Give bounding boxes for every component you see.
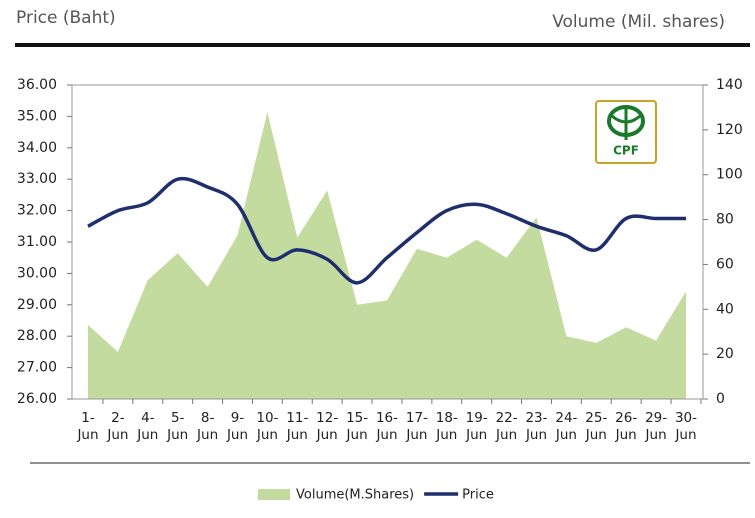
y-tick-label: 36.00 [17,77,57,93]
y2-tick-label: 80 [716,212,734,228]
legend: Volume(M.Shares) Price [258,488,494,503]
x-tick-label: 10- Jun [256,410,279,443]
x-tick-label: 22- Jun [495,410,518,443]
y2-tick-label: 120 [716,122,743,138]
x-tick-label: 25- Jun [585,410,608,443]
x-tick-label: 2- Jun [107,410,129,443]
logo: CPF [595,100,657,164]
y-tick-label: 32.00 [17,203,57,219]
plot: 26.00 27.00 28.00 29.00 30.00 31.00 32.00 33.00… [17,77,743,407]
price-line [87,176,686,285]
y2-tick-label: 100 [716,167,743,183]
x-tick-label: 16- Jun [375,410,399,443]
y-tick-label: 33.00 [17,171,57,187]
x-tick-label: 26- Jun [615,410,638,443]
x-tick-label: 4- Jun [137,410,159,443]
y2-tick-label: 140 [716,77,743,93]
x-tick-label: 18- Jun [435,410,458,443]
legend-swatch [258,489,290,500]
x-tick-label: 30- Jun [674,410,698,443]
x-tick-label: 9- Jun [226,410,249,443]
x-tick-label: 8- Jun [197,410,219,443]
logo-text: CPF [613,144,639,158]
x-tick-label: 17- Jun [405,410,428,443]
x-tick-label: 11- Jun [286,410,309,443]
legend-label: Price [462,488,494,503]
x-tick-label: 29- Jun [645,410,668,443]
y2-tick-label: 20 [716,346,734,362]
y-tick-label: 27.00 [17,360,57,376]
y2-tick-label: 40 [716,301,734,317]
y-tick-label: 31.00 [17,234,57,250]
y-tick-label: 26.00 [17,391,57,407]
y-tick-label: 30.00 [17,265,57,281]
legend-label: Volume(M.Shares) [296,488,414,503]
y-tick-label: 29.00 [17,297,57,313]
x-tick-label: 15- Jun [346,410,369,443]
y2-tick-label: 60 [716,256,734,272]
y-tick-label: 35.00 [17,108,57,124]
x-tick-label: 1- Jun [77,410,99,443]
x-tick-label: 5- Jun [167,410,189,443]
left-axis-title: Price (Baht) [16,8,116,28]
right-axis-title: Volume (Mil. shares) [552,12,725,32]
x-tick-label: 23- Jun [525,410,548,443]
x-tick-label: 12- Jun [316,410,339,443]
x-tick-label: 19- Jun [465,410,488,443]
y2-tick-label: 0 [716,391,725,407]
y-tick-label: 34.00 [17,140,57,156]
volume-area [88,111,686,400]
y-tick-label: 28.00 [17,328,57,344]
x-tick-label: 24- Jun [555,410,578,443]
